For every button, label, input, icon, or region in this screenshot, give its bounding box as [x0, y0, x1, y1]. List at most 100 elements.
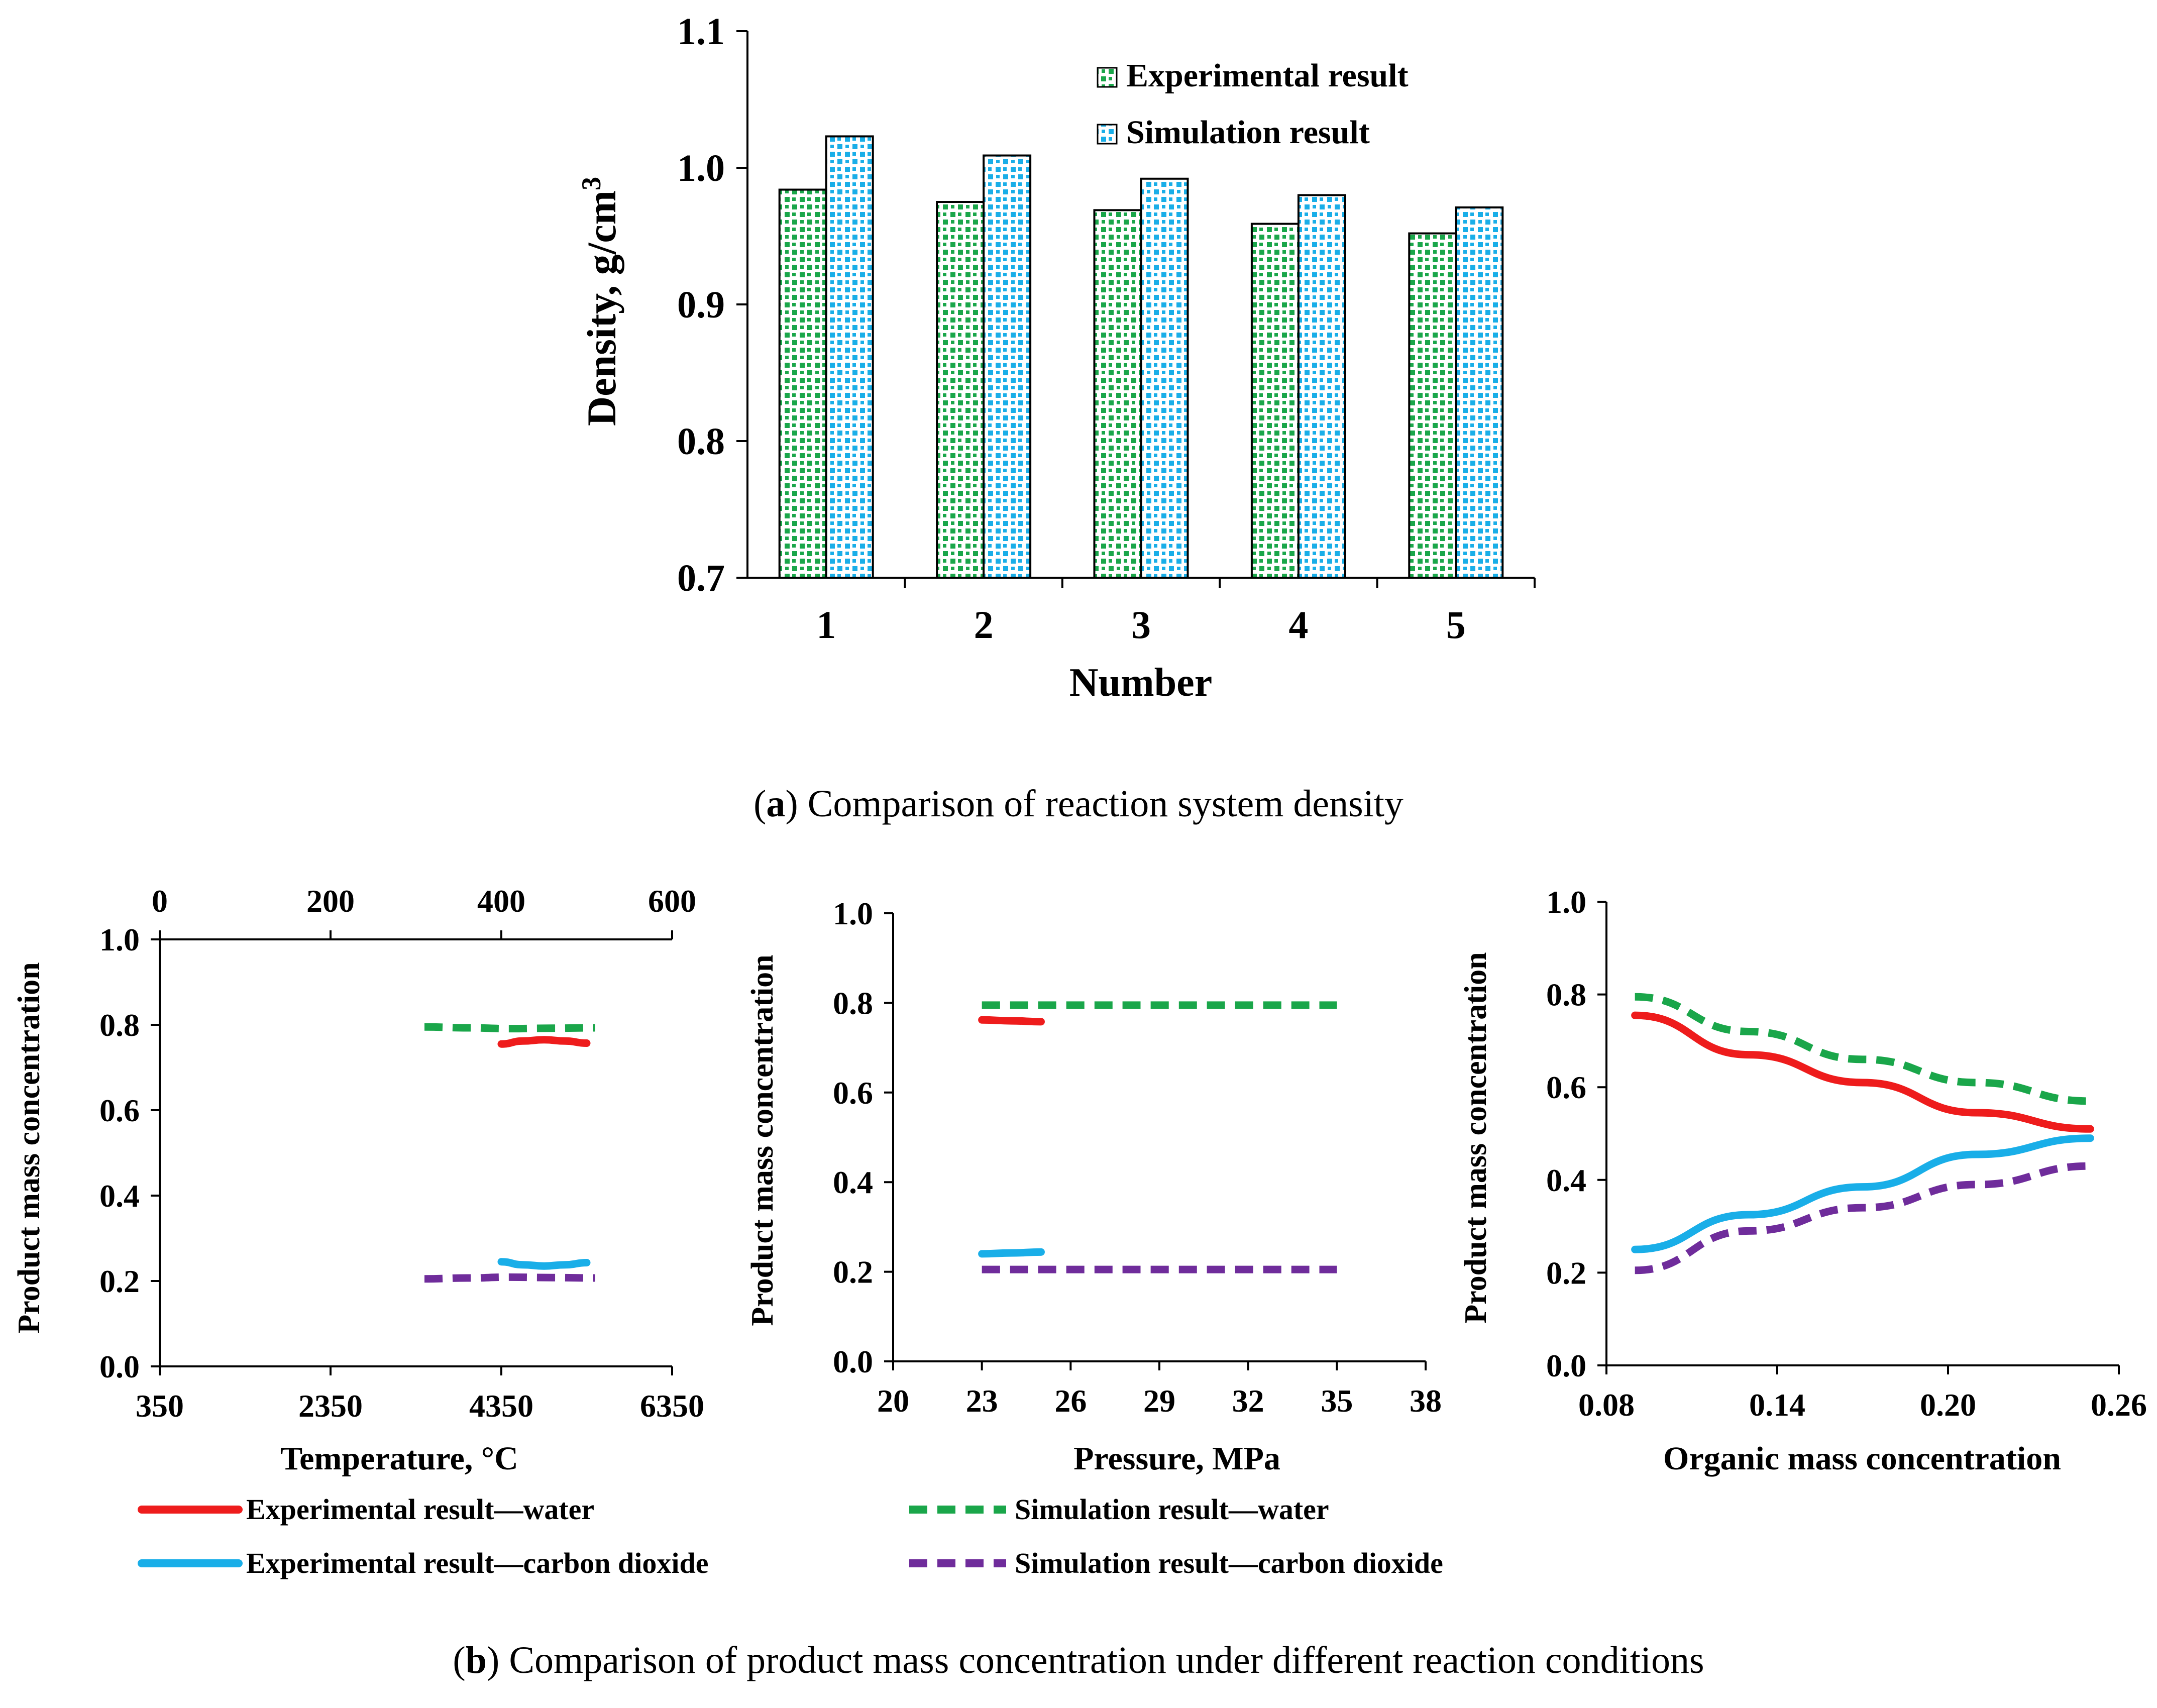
series-line-exp-co2	[978, 1248, 1045, 1258]
density-x-tick-label: 4	[1288, 603, 1308, 647]
x-tick-label: 23	[966, 1383, 998, 1419]
organic-y-axis-label: Product mass concentration	[1459, 952, 1493, 1323]
organic-concentration-line-chart: 0.0 0.2 0.4 0.6 0.8 1.0 0.08 0.14 0.20 0.26 Produ…	[1459, 884, 2147, 1477]
series-line-sim-co2	[1635, 1162, 2091, 1274]
temperature-y-axis-label: Product mass concentration	[12, 962, 46, 1333]
density-y-axis-label-main: Density, g/cm	[579, 190, 624, 426]
legend-b-label-sim-water: Simulation result—water	[1015, 1493, 1329, 1526]
density-y-ticks: 0.7 0.8 0.9 1.0 1.1	[677, 11, 747, 599]
series-line-exp-water	[497, 1036, 591, 1048]
caption-b-label: b	[466, 1639, 487, 1681]
density-x-axis-label: Number	[1069, 661, 1212, 705]
temperature-x-axis-label: Temperature, °C	[280, 1440, 518, 1477]
legend-b: Experimental result—water Simulation res…	[138, 1493, 1443, 1579]
x2-tick-label: 0	[152, 883, 168, 919]
density-x-tick-label: 2	[974, 603, 994, 647]
y-tick-label: 0.2	[99, 1263, 140, 1299]
y-tick-label: 0.6	[99, 1093, 140, 1128]
density-y-tick-label: 0.9	[677, 284, 725, 326]
density-x-tick-label: 5	[1446, 603, 1466, 647]
x2-tick-label: 600	[648, 883, 696, 919]
y-tick-label: 1.0	[833, 896, 873, 931]
y-tick-label: 0.8	[1546, 977, 1586, 1013]
y-tick-label: 0.0	[1546, 1348, 1586, 1383]
y-tick-label: 0.0	[99, 1349, 140, 1384]
organic-x-axis-label: Organic mass concentration	[1663, 1440, 2061, 1477]
bar-experimental	[778, 188, 827, 579]
x-tick-label: 26	[1054, 1383, 1087, 1419]
bar-simulation	[1297, 194, 1346, 579]
series-line-sim-water	[424, 1023, 596, 1033]
caption-a-text: Comparison of reaction system density	[798, 783, 1404, 825]
density-y-tick-label: 1.0	[677, 147, 725, 189]
pressure-y-axis-label: Product mass concentration	[745, 954, 780, 1326]
caption-a: (a) Comparison of reaction system densit…	[753, 783, 1404, 825]
y-tick-label: 0.8	[99, 1007, 140, 1043]
y-tick-label: 0.6	[1546, 1070, 1586, 1105]
series-line-sim-water	[1635, 993, 2091, 1105]
legend-swatch-experimental	[1097, 67, 1118, 88]
y-tick-label: 0.0	[833, 1344, 873, 1379]
x-tick-label: 0.20	[1920, 1387, 1976, 1423]
y-tick-label: 0.6	[833, 1075, 873, 1111]
x-tick-label: 0.26	[2091, 1387, 2147, 1423]
x-tick-label: 35	[1321, 1383, 1353, 1419]
temperature-axes: 0.0 0.2 0.4 0.6 0.8 1.0 350 2350 4350 6350 0 200 400…	[99, 883, 704, 1424]
x-tick-label: 0.14	[1749, 1387, 1805, 1423]
legend-label-simulation: Simulation result	[1126, 114, 1370, 151]
density-x-tick-label: 3	[1131, 603, 1151, 647]
bar-simulation	[1455, 206, 1504, 579]
density-x-ticks: 1 2 3 4 5	[816, 578, 1536, 647]
temperature-series-lines	[424, 1023, 596, 1283]
y-tick-label: 0.4	[99, 1178, 140, 1214]
y-tick-label: 0.2	[833, 1254, 873, 1290]
temperature-line-chart: 0.0 0.2 0.4 0.6 0.8 1.0 350 2350 4350 6350 0 200 400…	[12, 883, 704, 1477]
density-legend: Experimental result Simulation result	[1097, 57, 1409, 151]
bar-experimental	[1408, 232, 1457, 579]
series-line-exp-water	[978, 1016, 1045, 1026]
y-tick-label: 0.8	[833, 985, 873, 1021]
y-tick-label: 0.4	[1546, 1162, 1586, 1198]
x-tick-label: 350	[136, 1388, 184, 1424]
x-tick-label: 6350	[640, 1388, 704, 1424]
density-bars	[778, 135, 1504, 579]
y-tick-label: 1.0	[99, 922, 140, 957]
caption-b-text: Comparison of product mass concentration…	[499, 1639, 1704, 1681]
pressure-x-axis-label: Pressure, MPa	[1073, 1440, 1280, 1477]
x2-tick-label: 200	[306, 883, 355, 919]
series-line-exp-water	[1631, 1011, 2094, 1133]
bar-simulation	[1140, 177, 1189, 579]
legend-label-experimental: Experimental result	[1126, 57, 1409, 94]
y-tick-label: 1.0	[1546, 884, 1586, 920]
pressure-axes: 0.0 0.2 0.4 0.6 0.8 1.0 20 23 26 29 32 35 38	[833, 896, 1442, 1419]
x-tick-label: 0.08	[1578, 1387, 1635, 1423]
legend-swatch-simulation	[1097, 124, 1118, 145]
x-tick-label: 32	[1232, 1383, 1264, 1419]
density-y-axis-label: Density, g/cm3	[576, 177, 624, 426]
x2-tick-label: 400	[477, 883, 525, 919]
x-tick-label: 2350	[298, 1388, 363, 1424]
y-tick-label: 0.4	[833, 1164, 873, 1200]
series-line-sim-co2	[424, 1273, 596, 1283]
pressure-series-lines	[978, 1001, 1337, 1273]
legend-b-label-exp-water: Experimental result—water	[246, 1493, 594, 1526]
organic-series-lines	[1631, 993, 2094, 1274]
x-tick-label: 20	[877, 1383, 909, 1419]
x-tick-label: 38	[1410, 1383, 1442, 1419]
series-line-exp-co2	[1631, 1134, 2094, 1253]
bar-experimental	[1093, 209, 1142, 579]
legend-b-label-exp-co2: Experimental result—carbon dioxide	[246, 1547, 708, 1579]
density-x-tick-label: 1	[816, 603, 836, 647]
density-y-tick-label: 0.8	[677, 420, 725, 463]
caption-b: (b) Comparison of product mass concentra…	[453, 1639, 1704, 1681]
bar-simulation	[825, 135, 874, 579]
x-tick-label: 29	[1143, 1383, 1175, 1419]
density-y-axis-label-superscript: 3	[576, 177, 606, 190]
bar-experimental	[1250, 223, 1300, 579]
bar-simulation	[983, 154, 1032, 579]
organic-axes: 0.0 0.2 0.4 0.6 0.8 1.0 0.08 0.14 0.20 0.26	[1546, 884, 2147, 1423]
density-y-tick-label: 0.7	[677, 557, 725, 599]
x-tick-label: 4350	[469, 1388, 533, 1424]
